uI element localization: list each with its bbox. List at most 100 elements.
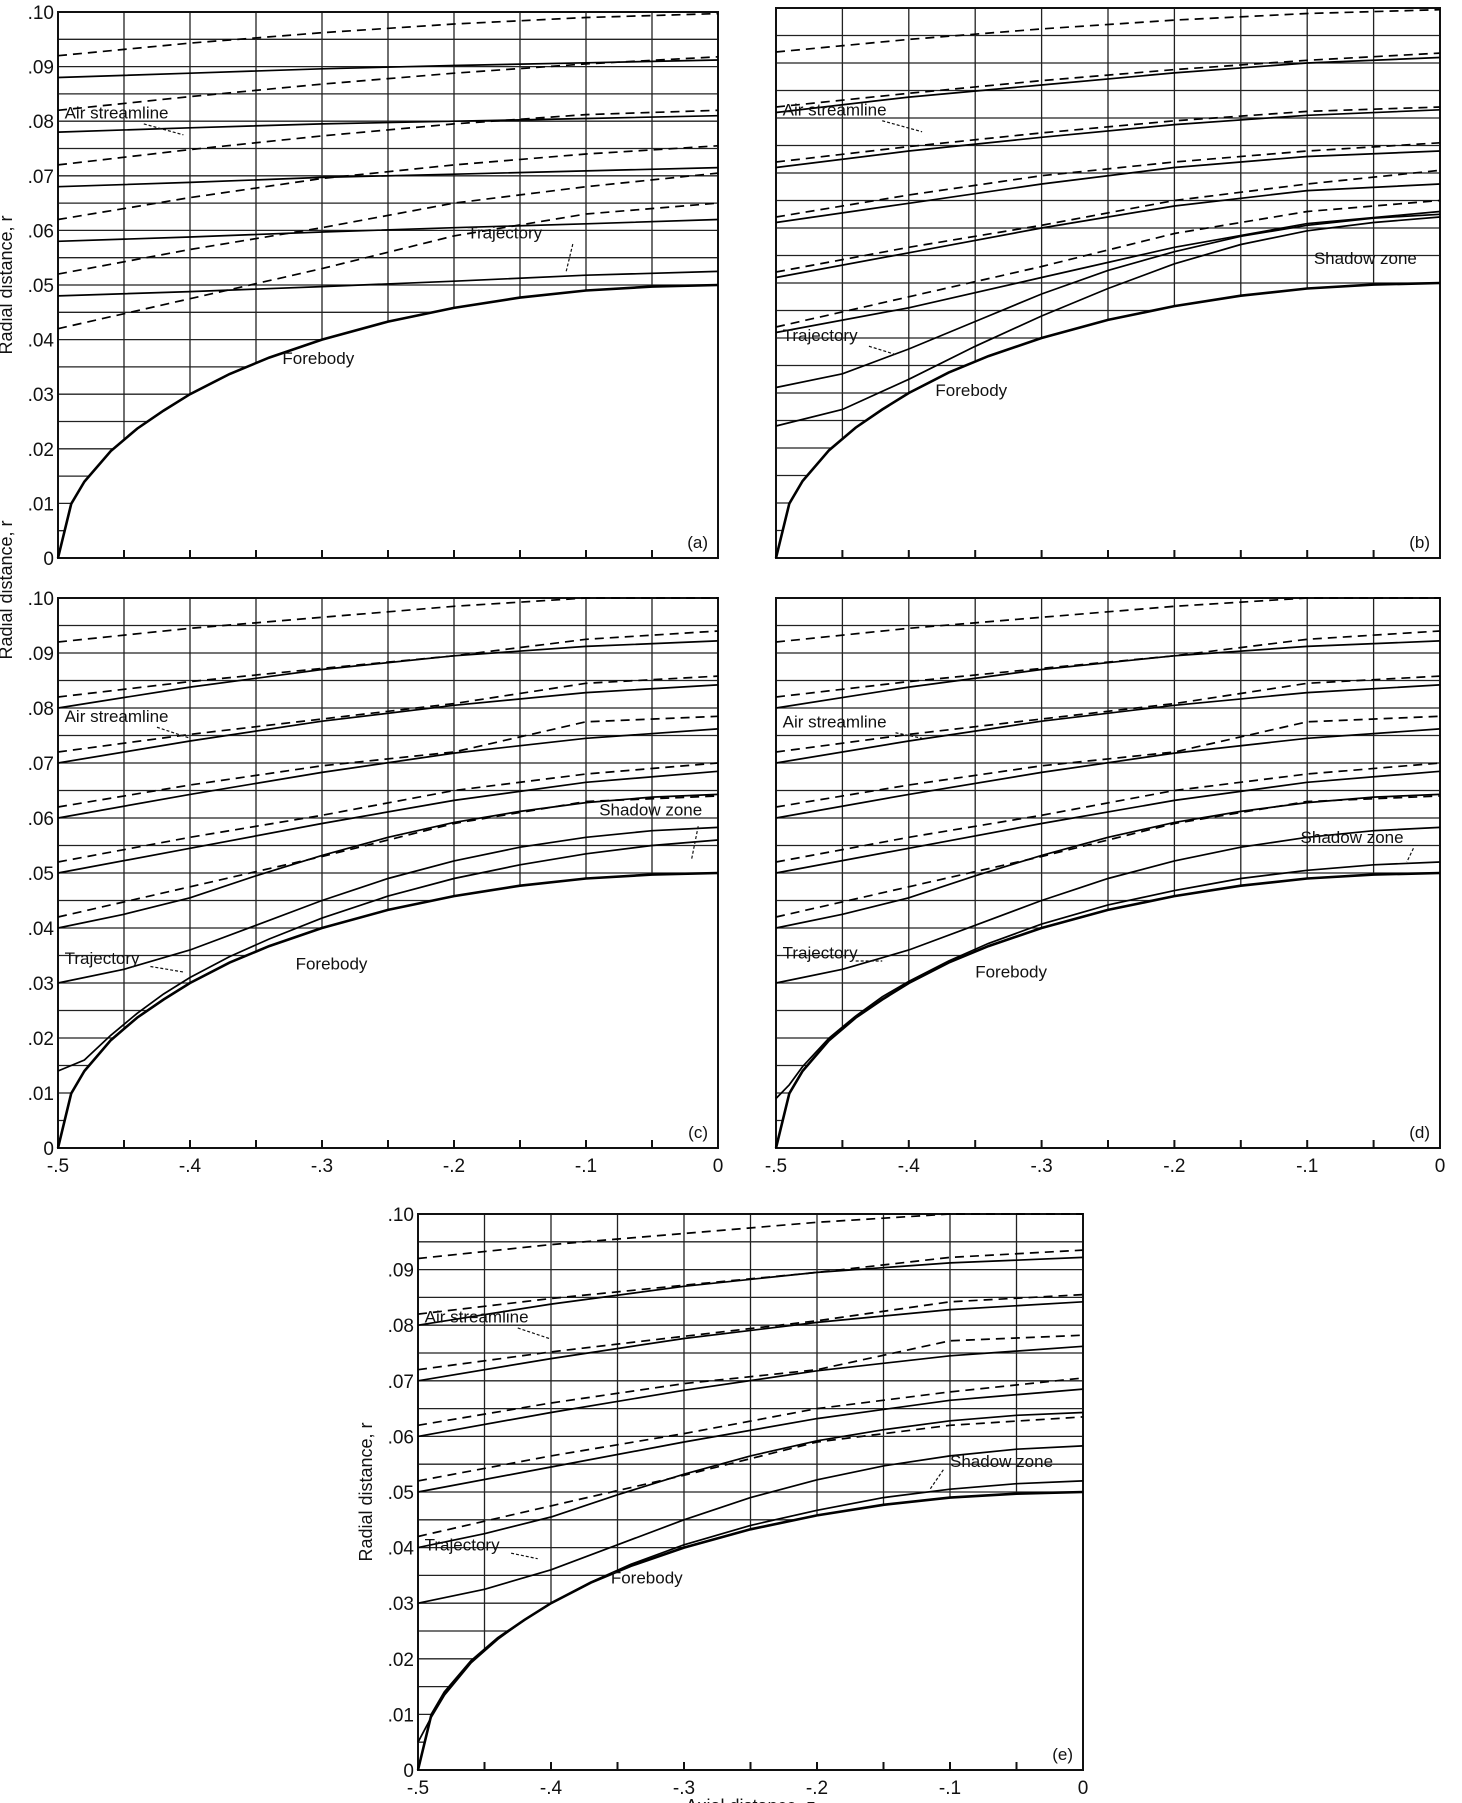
y-tick-label: .05 [28,276,54,297]
trajectory-line [775,684,1441,764]
trajectory-line [417,1300,1084,1382]
x-tick-label: 0 [1078,1778,1089,1799]
air-streamline-line [775,199,1441,328]
air-streamline-line [417,1213,1083,1260]
y-tick-label: .03 [28,974,54,995]
chart-panel-c: 0 .01 .02 .03 .04 .05 .06 .07 .08 .09 .10 -.5 -.4 -.3… [0,520,723,1177]
y-tick-label: .04 [388,1539,415,1560]
trajectory-line [57,218,719,243]
traj-leader-line [150,965,184,973]
y-tick-label: .06 [388,1427,414,1448]
trajectory-label: Trajectory [783,326,858,345]
grid-lines [418,1214,1083,1770]
chart-panel-a: 0 .01 .02 .03 .04 .05 .06 .07 .08 .09 .10 Radial di… [0,3,719,570]
y-tick-label: .10 [28,3,54,24]
trajectory-line [775,640,1441,709]
x-tick-label: -.2 [806,1778,828,1799]
air-leader-line [882,120,923,133]
trajectory-line [57,793,719,929]
y-tick-label: .01 [28,1084,54,1105]
air-leader-line [517,1327,552,1340]
forebody-label: Forebody [975,963,1047,982]
air-streamline-line [775,795,1441,918]
shadow-zone-label: Shadow zone [1314,249,1417,268]
y-axis-label: Radial distance, r [0,215,16,354]
trajectory-line [57,839,719,1072]
panel-label: (a) [687,533,708,552]
shadow-zone-label: Shadow zone [950,1452,1053,1471]
x-tick-label: -.4 [540,1778,563,1799]
trajectory-line [775,108,1441,169]
y-tick-label: .09 [28,644,54,665]
y-tick-label: .02 [28,440,54,461]
y-tick-label: .07 [28,754,54,775]
chart-panel-e: 0 .01 .02 .03 .04 .05 .06 .07 .08 .09 .10 -.5 -.4 -.3… [356,1205,1088,1803]
trajectory-line [57,770,719,874]
air-streamline-line [57,144,719,221]
trajectory-label: Trajectory [425,1535,500,1554]
y-tick-label: .05 [28,864,54,885]
air-streamline-line [57,597,718,643]
y-tick-label: 0 [43,549,54,570]
trajectory-line [417,1345,1084,1438]
trajectory-line [57,166,719,188]
x-tick-label: -.5 [765,1156,787,1177]
chart-panel-b: (b) Air streamline Trajectory Forebody Shado… [774,7,1441,559]
trajectory-line [57,270,719,297]
y-tick-label: .09 [28,58,54,79]
air-streamline-line [57,675,719,753]
chart-panel-d: -.5 -.4 -.3 -.2 -.1 0 (d) Air streamline Traject… [765,597,1445,1177]
air-streamline-line [775,597,1440,643]
forebody-line [416,1490,1084,1771]
x-tick-label: -.3 [311,1156,333,1177]
air-streamline-label: Air streamline [783,100,887,119]
x-tick-label: -.1 [939,1778,961,1799]
trajectory-line [417,1256,1084,1327]
x-tick-label: -.3 [673,1778,695,1799]
trajectory-line [417,1445,1084,1605]
panel-label: (e) [1052,1745,1073,1764]
air-streamline-line [57,55,719,112]
forebody-line [56,871,719,1149]
air-streamline-line [57,715,719,808]
y-axis-label: Radial distance, r [0,520,16,659]
air-leader-line [895,732,923,739]
air-leader-line [156,726,191,739]
trajectory-line [775,861,1441,1100]
trajectory-line [417,1388,1084,1493]
y-axis-label: Radial distance, r [356,1422,376,1561]
panel-label: (b) [1409,533,1430,552]
trajectory-line [775,770,1441,874]
y-tick-label: .03 [28,385,54,406]
trajectory-line [775,183,1441,279]
y-tick-label: .07 [28,167,54,188]
trajectory-line [57,114,719,133]
forebody-label: Forebody [296,954,368,973]
y-tick-label: .08 [28,699,54,720]
air-streamline-line [417,1377,1084,1482]
y-tick-label: .08 [28,112,54,133]
trajectory-line [57,640,719,709]
y-tick-label: .08 [388,1316,414,1337]
shadow-leader-line [929,1469,944,1490]
trajectory-line [775,56,1441,114]
x-tick-label: -.2 [1163,1156,1185,1177]
trajectory-label: Trajectory [65,949,140,968]
trajectory-line [417,1411,1084,1549]
shadow-leader-line [691,826,699,860]
forebody-line [774,281,1441,559]
air-streamline-line [417,1416,1084,1538]
air-streamline-line [57,12,719,57]
x-axis-label: Axial distance, z [685,1796,815,1803]
x-tick-label: -.1 [575,1156,597,1177]
y-tick-label: .06 [28,221,54,242]
forebody-line [56,283,719,559]
y-tick-label: .01 [28,494,54,515]
air-streamline-label: Air streamline [783,712,887,731]
forebody-label: Forebody [935,381,1007,400]
air-streamline-line [57,762,719,863]
air-streamline-line [775,106,1441,163]
air-leader-line [143,123,184,136]
grid-lines [58,12,718,558]
